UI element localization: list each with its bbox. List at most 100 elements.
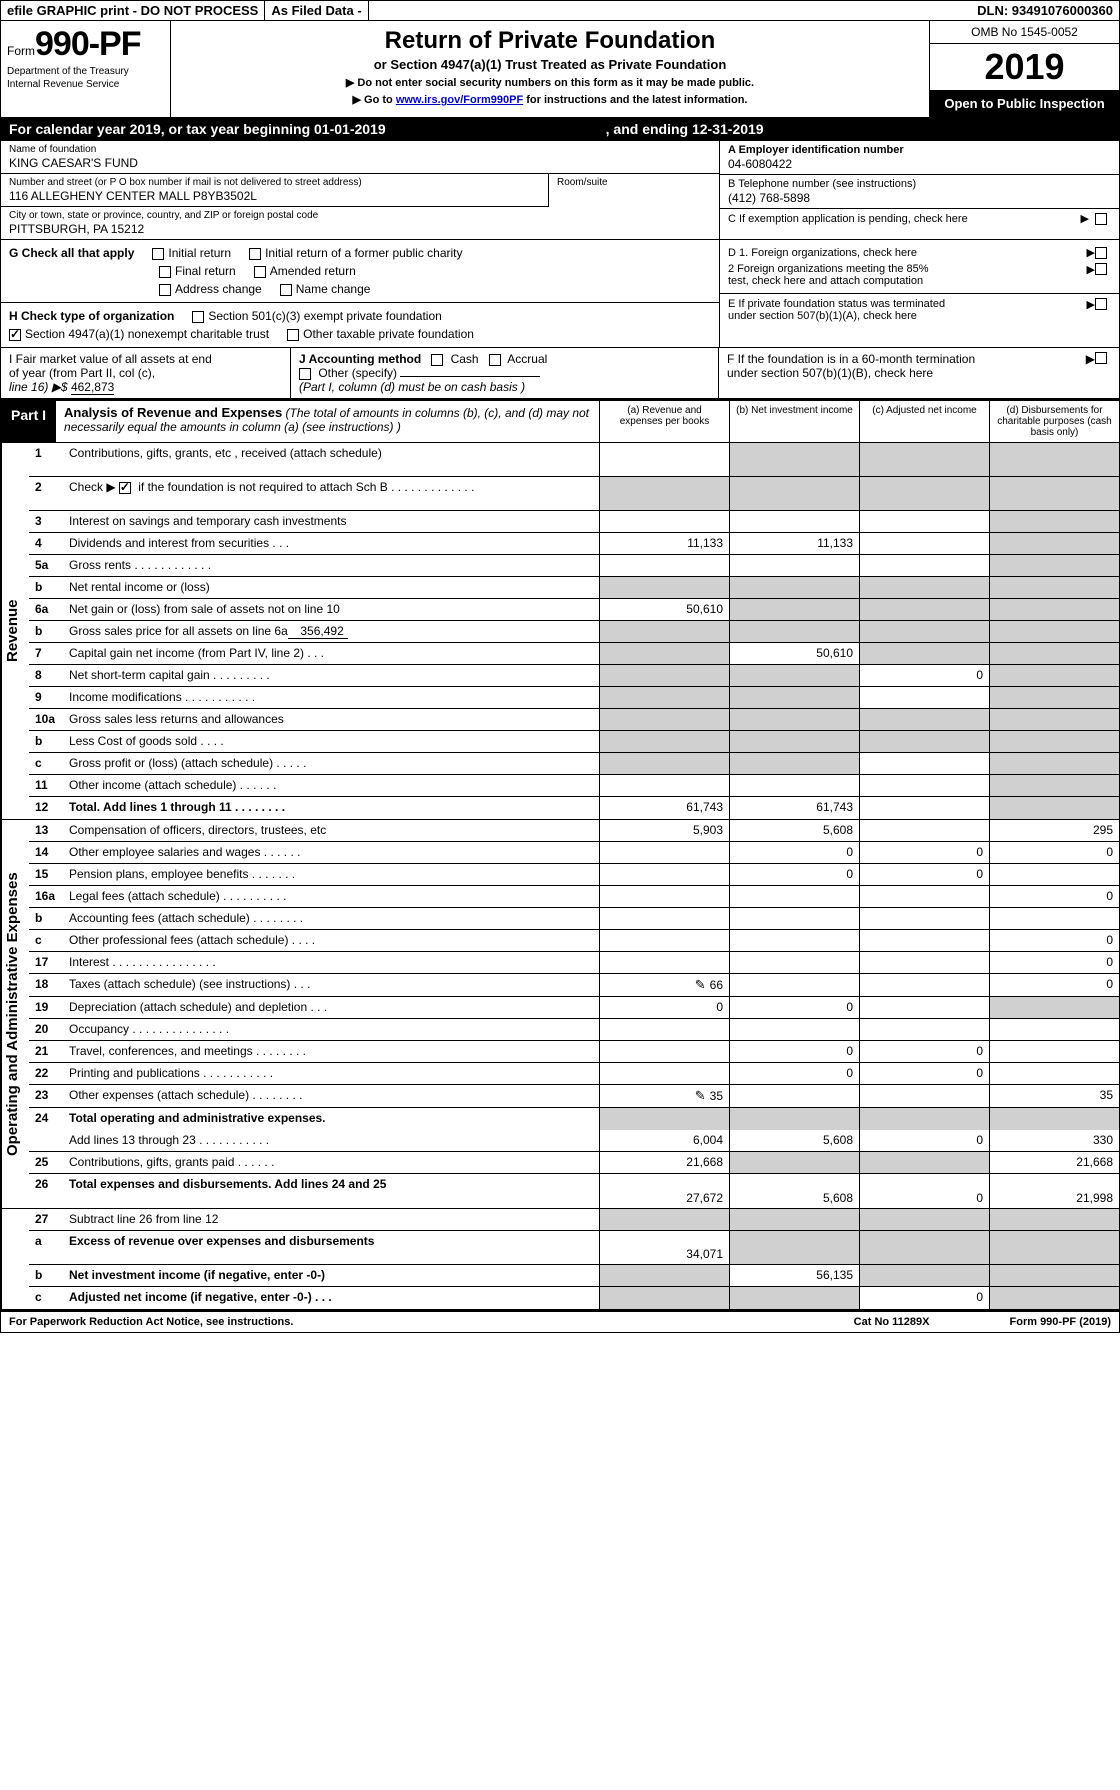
line-6a: Net gain or (loss) from sale of assets n… xyxy=(65,599,599,620)
h-label: H Check type of organization xyxy=(9,309,174,323)
id-block: Name of foundation KING CAESAR'S FUND Nu… xyxy=(1,141,1119,240)
calendar-year-bar: For calendar year 2019, or tax year begi… xyxy=(1,117,1119,141)
asfiled-label: As Filed Data - xyxy=(265,1,368,20)
ein: 04-6080422 xyxy=(728,157,1111,171)
g-initial-return[interactable] xyxy=(152,248,164,260)
foundation-name-cell: Name of foundation KING CAESAR'S FUND xyxy=(1,141,719,174)
e-checkbox[interactable] xyxy=(1095,298,1107,310)
irs-link[interactable]: www.irs.gov/Form990PF xyxy=(396,94,523,106)
line-5a: Gross rents . . . . . . . . . . . . xyxy=(65,555,599,576)
revenue-block: Revenue 1Contributions, gifts, grants, e… xyxy=(1,443,1119,820)
line-2: Check ▶ if the foundation is not require… xyxy=(65,477,599,510)
note-link: ▶ Go to www.irs.gov/Form990PF for instru… xyxy=(181,93,919,106)
exemption-pending-cell: C If exemption application is pending, c… xyxy=(720,209,1119,228)
expenses-label: Operating and Administrative Expenses xyxy=(1,820,29,1208)
g-initial-former[interactable] xyxy=(249,248,261,260)
id-right: A Employer identification number 04-6080… xyxy=(719,141,1119,239)
g-amended[interactable] xyxy=(254,266,266,278)
expenses-block: Operating and Administrative Expenses 13… xyxy=(1,820,1119,1209)
line-16c: Other professional fees (attach schedule… xyxy=(65,930,599,951)
line-6b: Gross sales price for all assets on line… xyxy=(65,621,599,642)
part1-title: Analysis of Revenue and Expenses (The to… xyxy=(56,401,599,442)
form-990pf-page: efile GRAPHIC print - DO NOT PROCESS As … xyxy=(0,0,1120,1333)
line-10c: Gross profit or (loss) (attach schedule)… xyxy=(65,753,599,774)
g-name-change[interactable] xyxy=(280,284,292,296)
line-5b: Net rental income or (loss) xyxy=(65,577,599,598)
phone-cell: B Telephone number (see instructions) (4… xyxy=(720,175,1119,209)
revenue-label: Revenue xyxy=(1,443,29,819)
cash-checkbox[interactable] xyxy=(431,354,443,366)
line-3: Interest on savings and temporary cash i… xyxy=(65,511,599,532)
id-left: Name of foundation KING CAESAR'S FUND Nu… xyxy=(1,141,719,239)
line-22: Printing and publications . . . . . . . … xyxy=(65,1063,599,1084)
line-21: Travel, conferences, and meetings . . . … xyxy=(65,1041,599,1062)
foundation-name: KING CAESAR'S FUND xyxy=(9,156,711,170)
line-20: Occupancy . . . . . . . . . . . . . . . xyxy=(65,1019,599,1040)
line-19: Depreciation (attach schedule) and deple… xyxy=(65,997,599,1018)
header-center: Return of Private Foundation or Section … xyxy=(171,21,929,117)
line27-block: 27Subtract line 26 from line 12 aExcess … xyxy=(1,1209,1119,1311)
section-g-d: G Check all that apply Initial return In… xyxy=(1,240,1119,348)
h-4947a1[interactable] xyxy=(9,329,21,341)
h-501c3[interactable] xyxy=(192,311,204,323)
open-inspection: Open to Public Inspection xyxy=(930,90,1119,117)
paperwork-notice: For Paperwork Reduction Act Notice, see … xyxy=(9,1316,293,1328)
f-checkbox[interactable] xyxy=(1095,352,1107,364)
line-7: Capital gain net income (from Part IV, l… xyxy=(65,643,599,664)
exemption-checkbox[interactable] xyxy=(1095,213,1107,225)
line-16b: Accounting fees (attach schedule) . . . … xyxy=(65,908,599,929)
col-c-hdr: (c) Adjusted net income xyxy=(859,401,989,442)
dln: DLN: 93491076000360 xyxy=(971,1,1119,20)
section-i-j-f: I Fair market value of all assets at end… xyxy=(1,348,1119,399)
line-16a: Legal fees (attach schedule) . . . . . .… xyxy=(65,886,599,907)
col-a-hdr: (a) Revenue and expenses per books xyxy=(599,401,729,442)
h-other-taxable[interactable] xyxy=(287,329,299,341)
omb-number: OMB No 1545-0052 xyxy=(930,21,1119,44)
line-27: Subtract line 26 from line 12 xyxy=(65,1209,599,1230)
address-cell: Number and street (or P O box number if … xyxy=(1,174,549,207)
line-12: Total. Add lines 1 through 11 . . . . . … xyxy=(65,797,599,819)
attachment-icon[interactable]: ✎ xyxy=(695,1088,706,1104)
accrual-checkbox[interactable] xyxy=(489,354,501,366)
city-cell: City or town, state or province, country… xyxy=(1,207,719,239)
header-left: Form990-PF Department of the Treasury In… xyxy=(1,21,171,117)
line-4: Dividends and interest from securities .… xyxy=(65,533,599,554)
line-1: Contributions, gifts, grants, etc , rece… xyxy=(65,443,599,476)
g-final-return[interactable] xyxy=(159,266,171,278)
line-25: Contributions, gifts, grants paid . . . … xyxy=(65,1152,599,1173)
g-address-change[interactable] xyxy=(159,284,171,296)
efile-notice: efile GRAPHIC print - DO NOT PROCESS xyxy=(1,1,265,20)
line-15: Pension plans, employee benefits . . . .… xyxy=(65,864,599,885)
note-ssn: ▶ Do not enter social security numbers o… xyxy=(181,76,919,89)
other-method-checkbox[interactable] xyxy=(299,368,311,380)
attachment-icon[interactable]: ✎ xyxy=(695,977,706,993)
col-d-hdr: (d) Disbursements for charitable purpose… xyxy=(989,401,1119,442)
part1-badge: Part I xyxy=(1,401,56,442)
page-footer: For Paperwork Reduction Act Notice, see … xyxy=(1,1311,1119,1332)
line-23: Other expenses (attach schedule) . . . .… xyxy=(65,1085,599,1107)
d1-checkbox[interactable] xyxy=(1095,247,1107,259)
form-header: Form990-PF Department of the Treasury In… xyxy=(1,21,1119,117)
fmv-value: 462,873 xyxy=(71,380,114,395)
top-bar: efile GRAPHIC print - DO NOT PROCESS As … xyxy=(1,1,1119,21)
line-24: Total operating and administrative expen… xyxy=(65,1108,599,1130)
line-14: Other employee salaries and wages . . . … xyxy=(65,842,599,863)
room-cell: Room/suite xyxy=(549,174,719,207)
line-10b: Less Cost of goods sold . . . . xyxy=(65,731,599,752)
line-27b: Net investment income (if negative, ente… xyxy=(65,1265,599,1286)
d2-checkbox[interactable] xyxy=(1095,263,1107,275)
form-ref: Form 990-PF (2019) xyxy=(1010,1316,1112,1328)
schb-checkbox[interactable] xyxy=(119,482,131,494)
line-13: Compensation of officers, directors, tru… xyxy=(65,820,599,841)
line-11: Other income (attach schedule) . . . . .… xyxy=(65,775,599,796)
accounting-method: J Accounting method Cash Accrual Other (… xyxy=(291,348,719,398)
form-subtitle: or Section 4947(a)(1) Trust Treated as P… xyxy=(181,57,919,72)
city: PITTSBURGH, PA 15212 xyxy=(9,222,711,236)
header-right: OMB No 1545-0052 2019 Open to Public Ins… xyxy=(929,21,1119,117)
section-f: F If the foundation is in a 60-month ter… xyxy=(719,348,1119,398)
g-label: G Check all that apply xyxy=(9,246,134,260)
phone: (412) 768-5898 xyxy=(728,191,1111,205)
line-10a: Gross sales less returns and allowances xyxy=(65,709,599,730)
cat-no: Cat No 11289X xyxy=(854,1316,930,1328)
ein-cell: A Employer identification number 04-6080… xyxy=(720,141,1119,175)
